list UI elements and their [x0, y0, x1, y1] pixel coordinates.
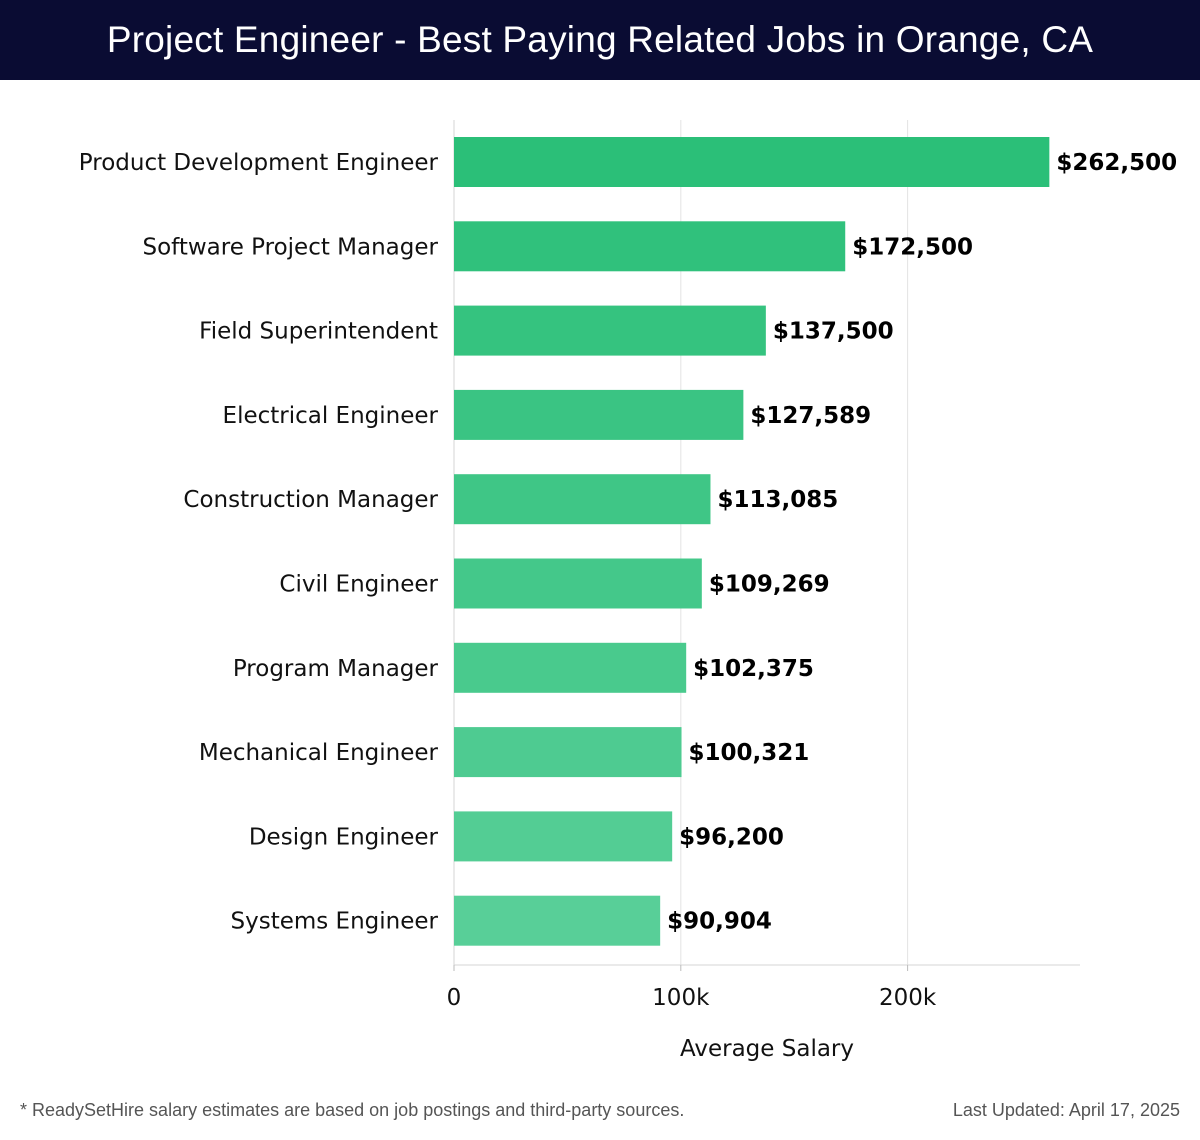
bar-4 [454, 474, 711, 525]
category-label-8: Design Engineer [249, 824, 439, 850]
last-updated: Last Updated: April 17, 2025 [952, 1100, 1180, 1120]
category-label-2: Field Superintendent [199, 319, 438, 345]
bar-chart: 0 100k 200k Average Salary Product Developme… [79, 120, 1177, 1062]
category-label-5: Civil Engineer [279, 572, 438, 598]
x-tick-label-1: 100k [652, 985, 710, 1011]
chart-title: Project Engineer - Best Paying Related J… [106, 19, 1094, 60]
bar-0 [454, 137, 1050, 187]
value-label-3: $127,589 [750, 403, 871, 429]
category-label-3: Electrical Engineer [223, 403, 439, 429]
category-label-0: Product Development Engineer [79, 150, 439, 176]
value-label-8: $96,200 [679, 824, 784, 850]
x-tick-label-2: 200k [879, 985, 937, 1011]
footer-note: * ReadySetHire salary estimates are base… [20, 1100, 685, 1120]
category-label-4: Construction Manager [183, 487, 438, 513]
value-label-2: $137,500 [773, 319, 894, 345]
bar-7 [454, 727, 682, 778]
x-tick-label-0: 0 [447, 985, 462, 1011]
value-label-4: $113,085 [717, 487, 838, 513]
value-label-0: $262,500 [1056, 150, 1177, 176]
bar-6 [454, 642, 687, 693]
bar-3 [454, 389, 744, 440]
x-axis-label: Average Salary [680, 1036, 854, 1062]
bar-1 [454, 221, 846, 272]
chart-title-bar: Project Engineer - Best Paying Related J… [0, 0, 1200, 80]
value-label-6: $102,375 [693, 656, 814, 682]
value-label-1: $172,500 [852, 234, 973, 260]
bar-8 [454, 811, 673, 862]
category-label-7: Mechanical Engineer [199, 740, 439, 766]
value-label-5: $109,269 [709, 572, 830, 598]
bar-5 [454, 558, 702, 609]
bar-9 [454, 895, 661, 946]
value-label-9: $90,904 [667, 909, 772, 935]
category-label-1: Software Project Manager [142, 234, 438, 260]
category-label-9: Systems Engineer [231, 909, 439, 935]
bar-2 [454, 305, 766, 356]
category-label-6: Program Manager [233, 656, 439, 682]
value-label-7: $100,321 [689, 740, 810, 766]
